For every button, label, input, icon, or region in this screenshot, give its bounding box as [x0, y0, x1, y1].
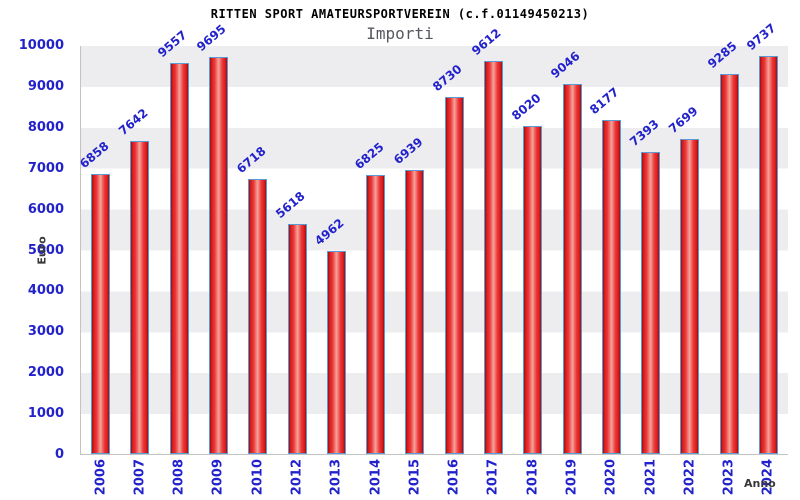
bar-slot-2008: 9557 2008	[155, 28, 199, 495]
y-tick-label: 3000	[27, 324, 64, 340]
bar-2016	[444, 96, 464, 454]
bar-2020	[601, 119, 621, 454]
y-tick-label: 1000	[27, 406, 64, 422]
bar-slot-2018: 8020 2018	[509, 46, 552, 495]
x-tick-label-2019: 2019	[564, 459, 580, 496]
bar-2012	[287, 224, 307, 454]
value-label-2007: 7642	[115, 106, 151, 139]
x-tick-label-2006: 2006	[93, 459, 109, 496]
y-tick-label: 10000	[18, 38, 64, 53]
bar-slot-2010: 6718 2010	[234, 46, 277, 495]
x-tick-label-2013: 2013	[328, 459, 344, 496]
value-label-2019: 9046	[548, 48, 583, 82]
bar-slot-2024: 9737 2024	[744, 21, 788, 496]
bar-slot-2009: 9695 2009	[194, 22, 238, 495]
y-tick-label: 7000	[27, 160, 64, 176]
bar-2010	[248, 179, 268, 454]
bar-2018	[523, 125, 543, 454]
bar-slot-2015: 6939 2015	[391, 46, 434, 495]
x-tick-label-2018: 2018	[525, 459, 541, 496]
y-tick-label: 2000	[27, 365, 64, 381]
x-tick-label-2017: 2017	[485, 459, 501, 496]
bar-2015	[405, 170, 425, 454]
bar-slot-2016: 8730 2016	[430, 46, 474, 495]
bar-slot-2019: 9046 2019	[548, 46, 591, 495]
bar-slot-2014: 6825 2014	[352, 46, 395, 496]
bar-2014	[366, 174, 386, 454]
bar-2008	[169, 63, 189, 454]
x-tick-label-2020: 2020	[603, 459, 619, 496]
y-tick-label: 5000	[27, 242, 64, 258]
value-label-2020: 8177	[587, 84, 622, 117]
x-tick-label-2023: 2023	[721, 459, 737, 496]
bar-2019	[562, 84, 582, 454]
bar-slot-2006: 6858 2006	[77, 46, 120, 495]
x-tick-label-2007: 2007	[132, 459, 148, 496]
plot-area: 6858 2006 7642 2007 9557 2008 9695 2009 6718 2010…	[77, 21, 788, 496]
value-label-2016: 8730	[430, 61, 465, 94]
bar-slot-2013: 4962 2013	[312, 46, 356, 495]
bar-2009	[208, 57, 228, 454]
bar-slot-2022: 7699 2022	[666, 46, 709, 495]
value-label-2018: 8020	[508, 90, 544, 123]
value-label-2023: 9285	[705, 39, 740, 72]
value-label-2010: 6718	[233, 144, 269, 177]
y-tick-label: 4000	[27, 283, 64, 299]
y-tick-label: 9000	[27, 78, 64, 94]
x-tick-label-2015: 2015	[407, 459, 423, 496]
bar-2023	[719, 74, 739, 454]
value-label-2012: 5618	[273, 189, 308, 222]
chart-title: RITTEN SPORT AMATEURSPORTVEREIN (c.f.011…	[210, 7, 590, 21]
x-tick-label-2010: 2010	[250, 459, 266, 496]
bar-2024	[758, 55, 778, 454]
value-label-2015: 6939	[390, 135, 426, 168]
bar-slot-2021: 7393 2021	[627, 46, 670, 495]
bar-series: 6858 2006 7642 2007 9557 2008 9695 2009 6718 2010…	[77, 21, 788, 496]
y-tick-label: 8000	[27, 119, 64, 135]
x-tick-label-2016: 2016	[446, 459, 462, 496]
x-tick-label-2022: 2022	[682, 459, 698, 496]
chart-subtitle: Importi	[366, 24, 434, 43]
x-tick-label-2008: 2008	[171, 459, 187, 496]
value-label-2022: 7699	[665, 103, 701, 137]
bar-2007	[130, 141, 150, 454]
bar-2006	[91, 173, 111, 454]
value-label-2014: 6825	[351, 139, 387, 172]
x-tick-label-2012: 2012	[289, 459, 305, 496]
bar-2017	[483, 60, 503, 454]
bar-2021	[641, 151, 661, 454]
value-label-2021: 7393	[626, 116, 662, 149]
x-tick-label-2014: 2014	[368, 459, 384, 496]
y-axis-title: Euro	[35, 236, 49, 265]
y-tick-label: 0	[54, 447, 64, 462]
x-tick-label-2009: 2009	[210, 459, 226, 496]
x-tick-label-2021: 2021	[643, 459, 659, 496]
bar-slot-2017: 9612 2017	[469, 26, 513, 496]
y-tick-label: 6000	[27, 201, 64, 217]
bar-slot-2020: 8177 2020	[587, 46, 631, 495]
bar-2022	[680, 139, 700, 454]
bar-slot-2012: 5618 2012	[273, 46, 316, 495]
bar-2013	[326, 251, 346, 454]
x-axis-title: Anno	[744, 477, 776, 490]
value-label-2006: 6858	[76, 138, 112, 171]
y-axis-ticks: 0 1000 2000 3000 4000 5000 6000 7000 8000 9000 100…	[0, 39, 72, 462]
bar-slot-2007: 7642 2007	[116, 46, 159, 495]
value-label-2013: 4962	[312, 215, 347, 249]
bar-slot-2023: 9285 2023	[705, 39, 749, 495]
